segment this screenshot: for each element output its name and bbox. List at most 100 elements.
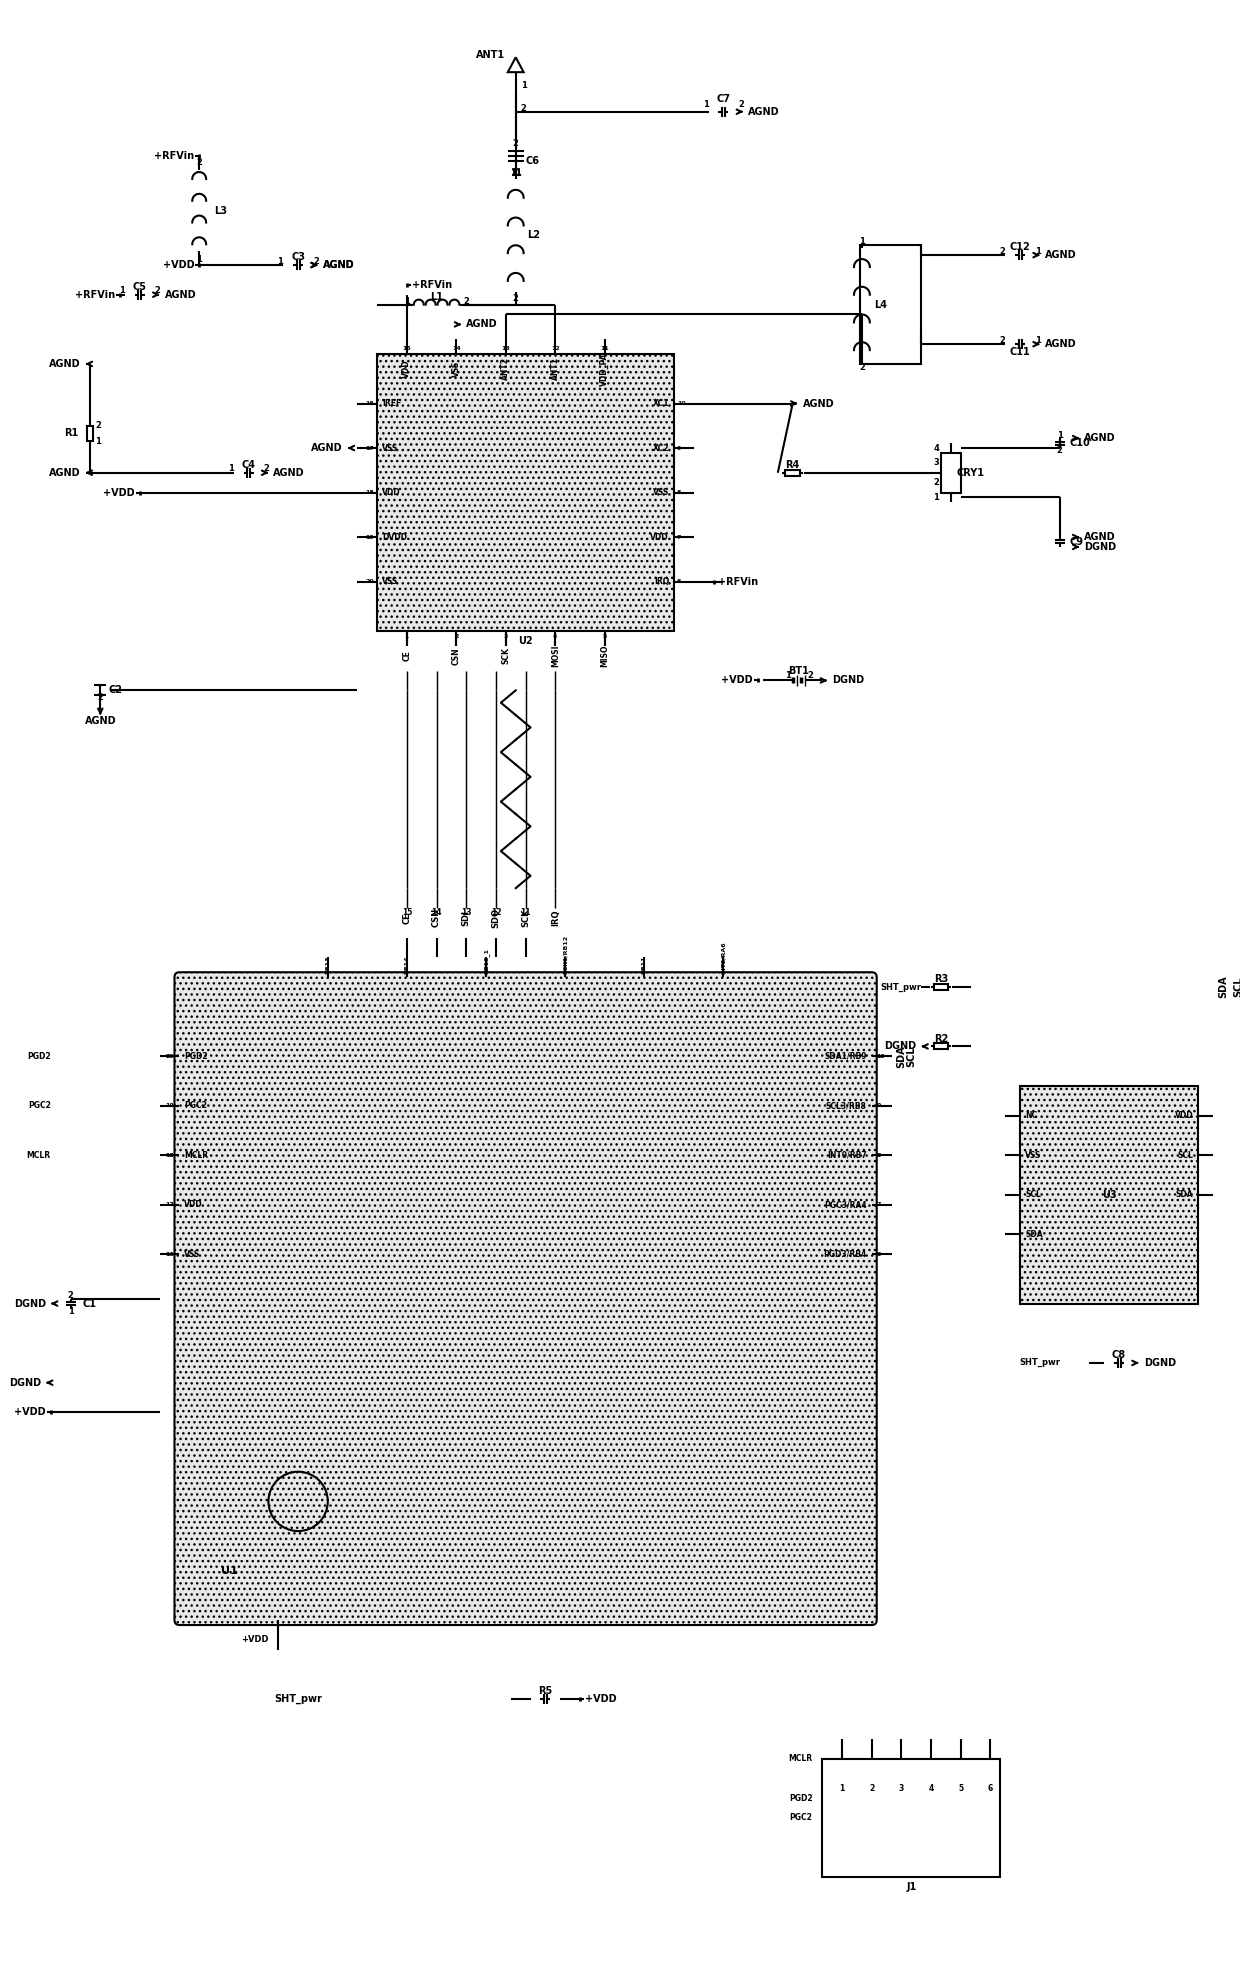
Text: 15: 15: [403, 346, 412, 352]
Text: ANT1: ANT1: [476, 50, 506, 60]
Text: 13: 13: [461, 908, 471, 918]
Text: 16: 16: [366, 401, 374, 405]
Text: DGND: DGND: [9, 1377, 41, 1387]
Text: 2: 2: [999, 336, 1006, 344]
Text: CE: CE: [403, 650, 412, 662]
Text: VDD: VDD: [651, 533, 670, 542]
Text: AGND: AGND: [84, 715, 117, 725]
Text: VDD_PA: VDD_PA: [600, 352, 609, 385]
Text: AGND: AGND: [48, 360, 81, 370]
Text: 12: 12: [491, 908, 501, 918]
Text: 1: 1: [703, 99, 708, 109]
Text: NC: NC: [1025, 1111, 1037, 1121]
Text: 2: 2: [934, 479, 939, 487]
Text: 6: 6: [877, 1252, 882, 1256]
Text: AGND: AGND: [466, 320, 498, 330]
Text: 18: 18: [166, 1152, 175, 1158]
Text: ANT2: ANT2: [501, 358, 511, 380]
Text: +VDD: +VDD: [585, 1695, 616, 1705]
Text: AGND: AGND: [1045, 340, 1076, 350]
Text: SDI: SDI: [461, 910, 471, 926]
Bar: [859, 244, 921, 364]
Text: 1: 1: [785, 672, 791, 680]
Text: 16: 16: [166, 1252, 175, 1256]
Text: RB14: RB14: [404, 956, 409, 974]
Text: RB13_1: RB13_1: [484, 948, 489, 974]
Text: DGND: DGND: [14, 1299, 46, 1309]
Text: 2: 2: [196, 157, 202, 167]
Text: 1: 1: [859, 236, 864, 246]
Text: PGC2: PGC2: [29, 1101, 51, 1111]
Text: MCLR: MCLR: [185, 1150, 208, 1160]
Text: C9: C9: [1070, 536, 1084, 546]
Text: 11: 11: [510, 169, 522, 177]
Text: AGND: AGND: [322, 260, 355, 270]
Text: 2: 2: [312, 256, 319, 266]
Text: 2: 2: [1056, 447, 1063, 455]
Text: 1: 1: [196, 254, 202, 264]
Text: IRQ: IRQ: [551, 910, 559, 926]
Text: SCL: SCL: [1025, 1190, 1040, 1200]
Text: PGC2: PGC2: [790, 1814, 812, 1822]
Text: C8: C8: [1112, 1349, 1126, 1359]
Text: RB13: RB13: [325, 956, 330, 974]
Text: CSN: CSN: [451, 648, 461, 664]
Text: R3: R3: [934, 974, 949, 984]
Text: SCL3/RB8: SCL3/RB8: [826, 1101, 867, 1111]
Text: 4: 4: [553, 634, 558, 640]
Text: 17: 17: [166, 1202, 175, 1208]
Text: 8: 8: [677, 491, 681, 495]
Text: 2: 2: [95, 421, 102, 429]
Text: 20: 20: [166, 1053, 175, 1059]
Text: XC2: XC2: [652, 443, 670, 453]
Text: SCK: SCK: [521, 908, 531, 928]
Text: DGND: DGND: [1085, 542, 1116, 552]
Text: VSS: VSS: [451, 362, 461, 378]
Text: R2: R2: [934, 1033, 949, 1043]
Text: 20: 20: [366, 578, 374, 584]
Text: PGD2: PGD2: [27, 1051, 51, 1061]
Text: +RFVin: +RFVin: [74, 290, 115, 300]
Text: 19: 19: [366, 535, 374, 540]
Text: 2: 2: [264, 465, 269, 473]
Text: L3: L3: [215, 205, 227, 217]
Text: L2: L2: [527, 230, 541, 240]
Text: VDD: VDD: [185, 1200, 203, 1210]
Text: +VDD: +VDD: [103, 487, 135, 497]
Text: C5: C5: [133, 282, 146, 292]
Text: 13: 13: [501, 346, 510, 352]
Text: AGND: AGND: [311, 443, 342, 453]
Text: 5: 5: [959, 1784, 963, 1792]
Text: 1: 1: [1056, 431, 1063, 439]
Text: 1: 1: [404, 634, 409, 640]
Text: AGND: AGND: [322, 260, 355, 270]
Text: IREF: IREF: [382, 399, 402, 407]
Text: DVDD: DVDD: [382, 533, 407, 542]
Text: C11: C11: [1009, 348, 1030, 358]
Text: MOSI: MOSI: [551, 644, 559, 668]
Text: DGND: DGND: [1143, 1357, 1176, 1367]
Text: 1: 1: [839, 1784, 844, 1792]
Text: R5: R5: [538, 1687, 553, 1697]
Text: +RFVin: +RFVin: [412, 280, 453, 290]
Text: 9: 9: [877, 1103, 882, 1109]
Text: +VDD: +VDD: [162, 260, 195, 270]
Text: L4: L4: [874, 300, 887, 310]
Text: 11: 11: [510, 167, 522, 177]
Text: MISO: MISO: [600, 644, 609, 668]
Text: 1: 1: [1035, 336, 1040, 344]
Text: VDD: VDD: [403, 360, 412, 378]
Text: AGND: AGND: [165, 290, 196, 300]
Text: 1: 1: [119, 286, 125, 296]
Text: CE: CE: [403, 912, 412, 924]
Text: DGND: DGND: [832, 676, 864, 686]
Text: 1: 1: [521, 81, 527, 89]
Text: CRY1: CRY1: [957, 467, 985, 477]
Text: 2: 2: [454, 634, 459, 640]
Text: INT0/RB7: INT0/RB7: [827, 1150, 867, 1160]
Text: 11: 11: [600, 346, 609, 352]
Text: SDA: SDA: [897, 1045, 906, 1067]
Text: C7: C7: [717, 93, 730, 103]
Text: 3: 3: [934, 459, 939, 467]
Text: 2: 2: [869, 1784, 874, 1792]
